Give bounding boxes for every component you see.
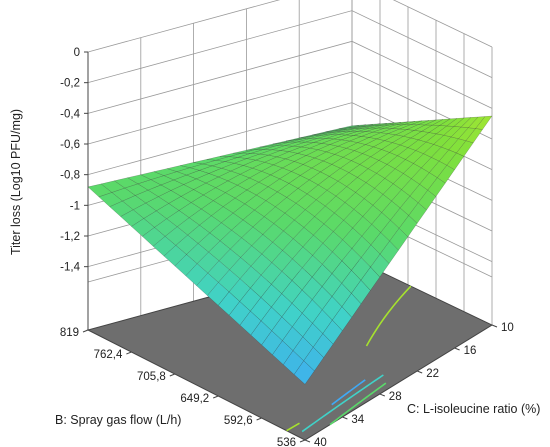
y-tick-label: 536 <box>277 437 296 447</box>
response-surface <box>87 115 493 385</box>
y-tick-label: 649,2 <box>180 393 209 405</box>
y-tick-label: 592,6 <box>224 415 253 427</box>
x-tick-label: 34 <box>351 414 364 426</box>
y-tick-mark <box>126 351 132 355</box>
floor-contour <box>286 422 300 432</box>
x-tick-mark <box>417 370 423 374</box>
axis-labels: Titer loss (Log10 PFU/mg) C: L-isoleucin… <box>9 109 540 427</box>
x-tick-mark <box>491 324 498 328</box>
wall-grid-line <box>87 10 493 84</box>
floor-contour <box>331 379 366 406</box>
y-tick-mark <box>213 395 219 399</box>
y-tick-label: 762,4 <box>94 349 123 361</box>
y-tick-mark <box>82 329 89 333</box>
z-tick-label: -0,8 <box>60 170 80 182</box>
x-axis-label: C: L-isoleucine ratio (%) <box>407 402 540 416</box>
x-tick-label: 16 <box>464 345 477 357</box>
y-tick-label: 819 <box>60 327 79 339</box>
z-tick-label: -1 <box>70 200 80 212</box>
z-axis-label: Titer loss (Log10 PFU/mg) <box>9 109 23 255</box>
z-tick-label: -0,6 <box>60 139 80 151</box>
x-tick-mark <box>454 347 460 351</box>
y-axis-label: B: Spray gas flow (L/h) <box>55 413 181 427</box>
z-tick-label: -0,2 <box>60 78 80 90</box>
wall-grid-line <box>87 0 493 53</box>
wall-grid-line <box>87 40 493 114</box>
x-tick-mark <box>304 439 311 443</box>
y-tick-mark <box>256 417 262 421</box>
y-tick-label: 705,8 <box>137 371 166 383</box>
tick-labels: 0 -0,2 -0,4 -0,6 -0,8 -1 -1,2 -1,4 819 762,4 705,8… <box>60 47 514 447</box>
floor-contour <box>365 285 412 347</box>
x-tick-label: 40 <box>314 437 327 447</box>
z-tick-label: -1,4 <box>60 262 80 274</box>
x-tick-label: 28 <box>389 391 402 403</box>
x-tick-mark <box>342 416 348 420</box>
z-tick-label: -1,2 <box>60 231 80 243</box>
x-tick-label: 10 <box>501 322 514 334</box>
z-tick-label: 0 <box>74 47 80 59</box>
x-tick-mark <box>379 393 385 397</box>
floor-contour <box>329 382 387 426</box>
surface-cell <box>338 125 360 129</box>
y-tick-mark <box>169 373 175 377</box>
x-tick-label: 22 <box>426 368 439 380</box>
y-tick-mark <box>299 439 306 443</box>
z-tick-label: -0,4 <box>60 108 80 120</box>
floor-contour <box>301 374 384 433</box>
